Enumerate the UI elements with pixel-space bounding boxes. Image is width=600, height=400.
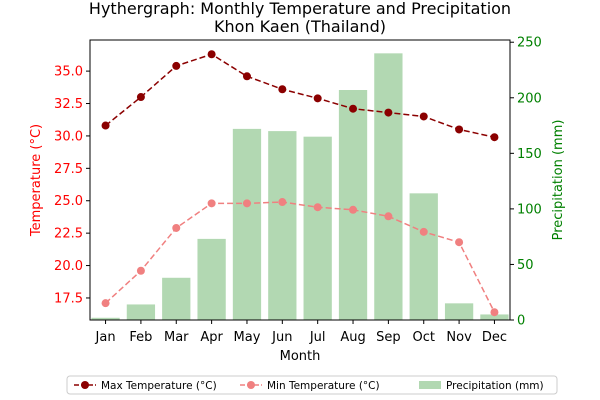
max-temperature-point-apr <box>207 50 216 59</box>
precipitation-bar-oct <box>409 193 438 320</box>
max-temperature-point-mar <box>172 61 181 70</box>
max-temperature-point-dec <box>490 133 499 142</box>
legend-label: Precipitation (mm) <box>446 380 544 392</box>
legend-marker-swatch <box>247 381 255 389</box>
min-temperature-point-aug <box>349 205 358 214</box>
legend-label: Max Temperature (°C) <box>101 380 217 392</box>
legend-marker-swatch <box>81 381 89 389</box>
precipitation-bar-apr <box>197 238 226 320</box>
x-tick-label: Aug <box>340 330 365 345</box>
y-right-tick-label: 200 <box>517 91 542 106</box>
min-temperature-point-jul <box>313 203 322 212</box>
x-tick-label: Nov <box>446 330 472 345</box>
plot-frame <box>89 39 511 321</box>
precipitation-bar-jun <box>268 131 297 320</box>
y-right-tick-label: 100 <box>517 202 542 217</box>
min-temperature-point-mar <box>172 223 181 232</box>
min-temperature-point-oct <box>419 227 428 236</box>
chart-title: Hythergraph: Monthly Temperature and Pre… <box>89 0 511 18</box>
y-left-tick-label: 30.0 <box>54 129 83 144</box>
precipitation-bar-mar <box>162 277 191 320</box>
precipitation-bar-feb <box>126 304 156 320</box>
y-left-tick-label: 25.0 <box>54 194 83 209</box>
x-tick-label: Apr <box>200 330 223 345</box>
max-temperature-point-jul <box>313 94 322 103</box>
max-temperature-point-may <box>242 72 251 81</box>
x-tick-label: Jan <box>95 330 116 345</box>
y-left-tick-label: 22.5 <box>54 227 83 242</box>
min-temperature-point-nov <box>455 238 464 247</box>
legend-box <box>66 375 558 395</box>
legend-label: Min Temperature (°C) <box>267 380 380 392</box>
y-left-tick-label: 17.5 <box>54 291 83 306</box>
legend: Max Temperature (°C) Min Temperature (°C)… <box>66 375 558 395</box>
min-temperature-point-sep <box>384 212 393 221</box>
x-tick-label: Sep <box>376 330 401 345</box>
plot-area: 17.5 20.0 22.5 25.0 27.5 30.0 32.5 35.0 0 50 100 15… <box>54 36 542 345</box>
min-temperature-point-may <box>242 199 251 208</box>
min-temperature-point-dec <box>490 308 499 317</box>
x-tick-label: Feb <box>129 330 152 345</box>
precipitation-bar-dec <box>480 314 509 320</box>
chart-subtitle: Khon Kaen (Thailand) <box>214 17 386 36</box>
y-right-tick-label: 150 <box>517 147 542 162</box>
precipitation-bar-nov <box>444 303 474 320</box>
x-tick-label: Dec <box>482 330 507 345</box>
x-tick-label: Jul <box>309 330 326 345</box>
max-temperature-point-nov <box>455 125 464 134</box>
y-axis-left-title: Temperature (°C) <box>29 124 44 237</box>
precipitation-bar-sep <box>374 53 403 320</box>
legend-bar-swatch <box>419 381 441 389</box>
max-temperature-point-jan <box>101 121 110 130</box>
x-tick-label: May <box>234 330 261 345</box>
max-temperature-line <box>105 53 495 138</box>
max-temperature-point-feb <box>136 93 145 102</box>
max-temperature-point-oct <box>419 112 428 121</box>
min-temperature-point-feb <box>136 266 145 275</box>
y-left-tick-label: 32.5 <box>54 97 83 112</box>
max-temperature-point-aug <box>349 104 358 113</box>
x-tick-label: Jun <box>271 330 292 345</box>
y-left-tick-label: 35.0 <box>54 65 83 80</box>
precipitation-bar-aug <box>338 90 368 320</box>
y-left-tick-label: 27.5 <box>54 162 83 177</box>
y-right-tick-label: 0 <box>517 314 525 329</box>
precipitation-bar-jan <box>91 317 120 320</box>
precipitation-bar-may <box>232 128 262 320</box>
y-axis-right-title: Precipitation (mm) <box>551 120 566 241</box>
min-temperature-point-jun <box>278 198 287 207</box>
max-temperature-point-sep <box>384 108 393 117</box>
y-right-tick-label: 50 <box>517 258 534 273</box>
min-temperature-line <box>105 201 496 313</box>
x-axis-title: Month <box>280 349 321 364</box>
y-left-tick-label: 20.0 <box>54 259 83 274</box>
x-tick-label: Mar <box>164 330 189 345</box>
x-tick-label: Oct <box>412 330 434 345</box>
y-right-tick-label: 250 <box>517 36 542 51</box>
min-temperature-point-apr <box>207 199 216 208</box>
min-temperature-point-jan <box>101 299 110 308</box>
precipitation-bar-jul <box>303 136 332 320</box>
max-temperature-point-jun <box>278 85 287 94</box>
